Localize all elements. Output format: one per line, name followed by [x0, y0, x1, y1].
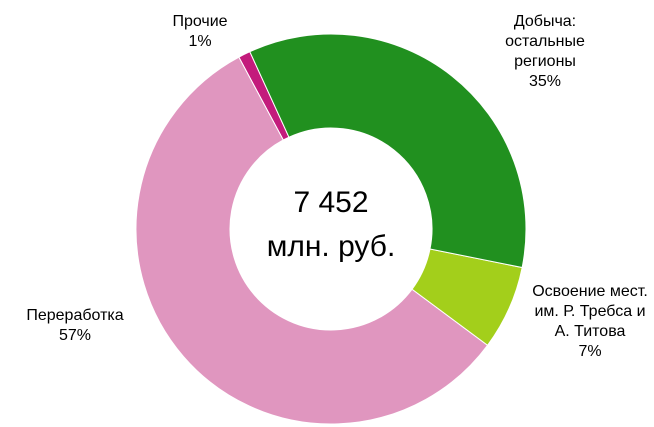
- slice-label: Прочие 1%: [155, 12, 245, 52]
- value-label: 57%: [58, 327, 92, 344]
- value-label: 7%: [578, 343, 602, 360]
- donut-segment: [249, 33, 527, 269]
- donut-segment: [135, 56, 489, 425]
- value-label: 1%: [188, 33, 212, 50]
- center-value: 7 452: [293, 186, 368, 219]
- value-label: 35%: [528, 73, 562, 90]
- slice-label: Добыча: остальные регионы 35%: [490, 12, 600, 92]
- category-name: Переработка: [26, 307, 124, 324]
- slice-label: Переработка 57%: [5, 306, 145, 346]
- slice-label: Освоение мест. им. Р. Требса и А. Титова…: [530, 282, 650, 362]
- category-name: Прочие: [172, 13, 228, 30]
- center-unit: млн. руб.: [267, 230, 396, 263]
- donut-segment: [411, 248, 523, 346]
- category-name: Добыча: остальные регионы: [505, 13, 585, 70]
- category-name: Освоение мест. им. Р. Требса и А. Титова: [532, 283, 648, 340]
